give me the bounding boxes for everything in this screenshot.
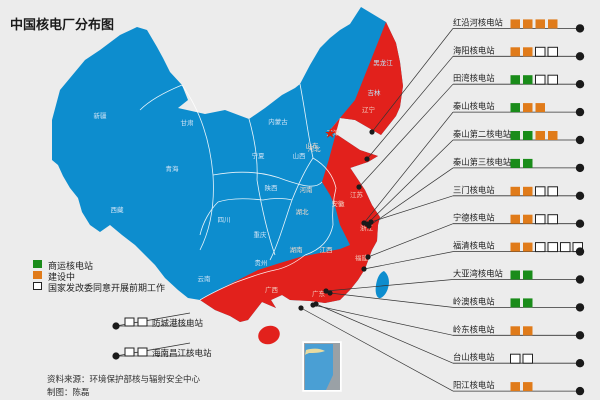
svg-text:广西: 广西	[265, 285, 279, 294]
svg-text:青海: 青海	[166, 164, 180, 173]
svg-text:贵州: 贵州	[255, 258, 268, 267]
svg-text:河南: 河南	[300, 185, 314, 194]
svg-text:重庆: 重庆	[254, 230, 268, 239]
svg-text:甘肃: 甘肃	[181, 118, 195, 127]
svg-text:湖南: 湖南	[290, 245, 304, 254]
svg-text:吉林: 吉林	[368, 88, 382, 97]
svg-text:福建: 福建	[355, 253, 369, 262]
svg-text:四川: 四川	[218, 216, 231, 224]
svg-text:辽宁: 辽宁	[362, 105, 376, 114]
svg-text:内蒙古: 内蒙古	[268, 117, 288, 126]
svg-text:宁夏: 宁夏	[252, 151, 266, 160]
svg-text:云南: 云南	[198, 274, 212, 283]
svg-text:浙江: 浙江	[360, 223, 374, 232]
svg-text:新疆: 新疆	[94, 111, 108, 120]
svg-text:广东: 广东	[312, 289, 326, 298]
svg-text:黑龙江: 黑龙江	[373, 58, 393, 67]
svg-text:山东: 山东	[306, 141, 320, 150]
svg-text:江苏: 江苏	[350, 190, 364, 199]
svg-text:江西: 江西	[320, 246, 334, 254]
svg-text:陕西: 陕西	[265, 183, 279, 192]
svg-text:湖北: 湖北	[296, 207, 310, 216]
svg-text:山西: 山西	[293, 151, 307, 160]
svg-text:安徽: 安徽	[332, 199, 346, 208]
svg-text:西藏: 西藏	[111, 205, 125, 214]
